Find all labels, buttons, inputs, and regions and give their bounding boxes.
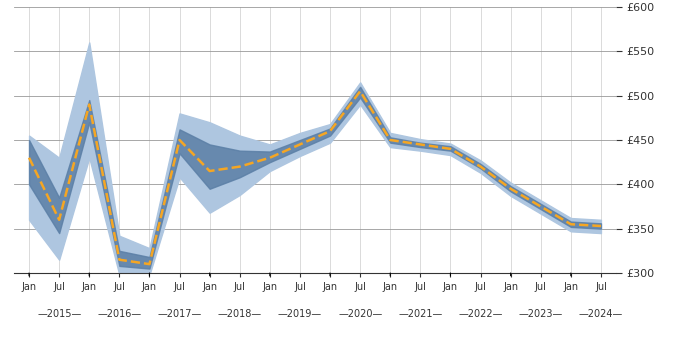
Text: —2019—: —2019—: [278, 309, 322, 319]
Text: —2018—: —2018—: [218, 309, 262, 319]
Text: —2021—: —2021—: [398, 309, 442, 319]
Text: —2023—: —2023—: [519, 309, 563, 319]
Text: —2016—: —2016—: [97, 309, 141, 319]
Text: —2022—: —2022—: [458, 309, 503, 319]
Text: —2024—: —2024—: [579, 309, 623, 319]
Text: —2020—: —2020—: [338, 309, 382, 319]
Text: —2017—: —2017—: [158, 309, 202, 319]
Text: —2015—: —2015—: [37, 309, 81, 319]
